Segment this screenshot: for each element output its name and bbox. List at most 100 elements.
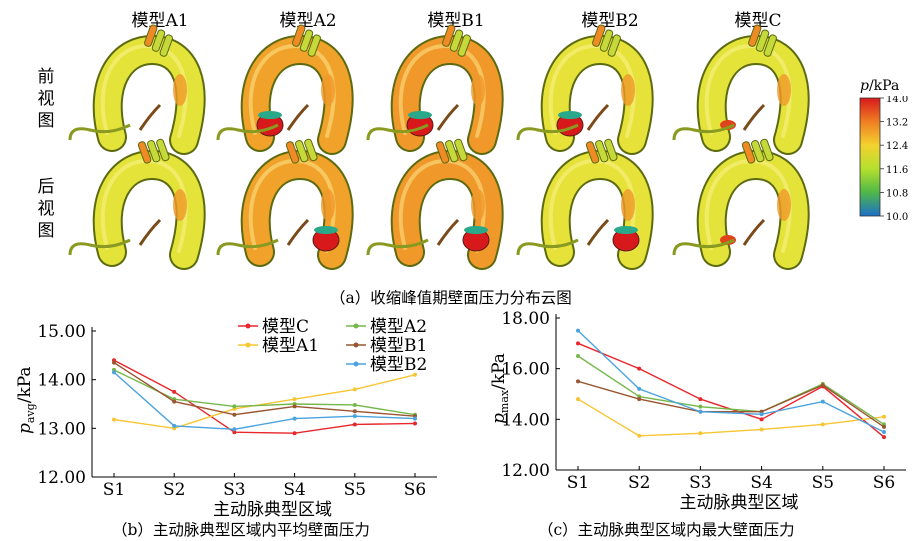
data-point: [759, 412, 764, 417]
aorta-model-front-1: [68, 24, 206, 155]
caption-a: （a）收缩峰值期壁面压力分布云图: [330, 289, 572, 307]
colorbar-tick-label: 11.6: [886, 165, 908, 176]
data-point: [112, 417, 116, 422]
data-point: [112, 360, 116, 365]
legend-item-4: 模型B1: [346, 336, 427, 356]
colorbar-tick-label: 10.8: [886, 188, 908, 199]
data-point: [232, 427, 237, 432]
aorta-model-back-4: [516, 138, 654, 270]
model-label-b2: 模型B2: [581, 11, 639, 31]
series-line-1: [113, 359, 416, 434]
series-line-5: [577, 330, 885, 433]
y-tick-label: 15.00: [37, 322, 86, 342]
colorbar-tick-label: 10.0: [886, 212, 908, 223]
data-point: [172, 423, 177, 428]
aorta-model-front-3: [366, 24, 504, 155]
back-view-label: 后视图: [37, 177, 55, 241]
chart-max-pressure: 12.00 14.00 16.00 18.00 S1 S2 S3 S4 S5 S6 主动脉典型区域 p…: [489, 309, 906, 513]
series-line-3: [577, 355, 885, 425]
x-tick-label: S4: [750, 473, 772, 493]
y-axis-label: pavg/kPa: [15, 366, 37, 434]
y-tick-label: 12.00: [37, 468, 86, 488]
data-point: [352, 414, 357, 419]
data-point: [352, 409, 357, 414]
x-axis-label: 主动脉典型区域: [213, 500, 332, 519]
data-point: [576, 397, 580, 402]
x-tick-label: S5: [812, 473, 834, 493]
x-axis-label: 主动脉典型区域: [680, 493, 799, 513]
data-point: [698, 431, 703, 436]
data-point: [637, 397, 642, 402]
data-point: [637, 433, 642, 438]
data-point: [698, 404, 703, 409]
colorbar: 14.0 13.2 12.4 11.6 10.8 10.0: [859, 96, 908, 223]
y-axis-label: pmax/kPa: [489, 353, 511, 424]
series-line-4: [113, 362, 416, 417]
data-point: [413, 416, 417, 421]
legend-label: 模型A2: [370, 317, 427, 337]
y-tick-label: 13.00: [37, 419, 86, 439]
colorbar-gradient: [859, 97, 881, 217]
x-tick-label: S3: [223, 480, 245, 500]
y-tick-label: 14.00: [501, 410, 550, 430]
legend-item-2: 模型A1: [238, 336, 319, 356]
data-point: [292, 404, 297, 409]
legend-label: 模型B1: [370, 336, 427, 356]
pressure-contour-grid: [68, 24, 810, 270]
model-label-c: 模型C: [734, 11, 782, 31]
y-tick-label: 16.00: [501, 360, 550, 380]
data-point: [352, 422, 357, 427]
aorta-model-back-5: [672, 138, 810, 270]
legend-label: 模型C: [262, 317, 309, 337]
legend-label: 模型A1: [262, 336, 319, 356]
data-point: [759, 427, 764, 432]
aorta-model-back-1: [68, 138, 206, 270]
aorta-model-front-4: [516, 24, 654, 155]
model-label-a2: 模型A2: [279, 11, 337, 31]
data-point: [882, 435, 886, 440]
front-view-label: 前视图: [37, 67, 55, 131]
data-point: [292, 416, 297, 421]
legend-label: 模型B2: [370, 355, 427, 375]
data-point: [882, 414, 886, 419]
data-point: [820, 383, 825, 388]
x-tick-label: S4: [283, 480, 305, 500]
x-tick-label: S1: [567, 473, 589, 493]
data-point: [637, 366, 642, 371]
data-point: [637, 386, 642, 391]
aorta-model-front-5: [672, 24, 810, 155]
data-point: [698, 409, 703, 414]
aorta-model-back-2: [216, 138, 354, 270]
data-point: [172, 389, 177, 394]
colorbar-label: p/kPa: [860, 78, 900, 94]
data-point: [292, 397, 297, 402]
legend-item-5: 模型B2: [346, 355, 427, 375]
data-point: [576, 354, 580, 358]
data-point: [413, 372, 417, 377]
data-point: [820, 399, 825, 404]
legend-item-1: 模型C: [238, 317, 309, 337]
aorta-model-front-2: [216, 24, 354, 155]
data-point: [352, 402, 357, 407]
x-tick-label: S6: [873, 473, 895, 493]
legend-item-3: 模型A2: [346, 317, 427, 337]
data-point: [232, 404, 237, 409]
y-tick-label: 14.00: [37, 371, 86, 391]
data-point: [576, 379, 580, 384]
data-point: [413, 421, 417, 426]
y-tick-label: 18.00: [501, 309, 550, 329]
series-line-2: [113, 374, 416, 430]
data-point: [576, 341, 580, 346]
model-label-a1: 模型A1: [131, 11, 189, 31]
colorbar-tick-label: 12.4: [886, 141, 908, 152]
x-tick-label: S2: [628, 473, 650, 493]
data-point: [232, 430, 237, 435]
data-point: [576, 328, 580, 333]
series-line-2: [577, 398, 885, 437]
x-tick-label: S1: [103, 480, 125, 500]
data-point: [172, 399, 177, 404]
colorbar-tick-label: 13.2: [886, 118, 908, 129]
y-tick-label: 12.00: [501, 461, 550, 481]
model-label-b1: 模型B1: [427, 11, 485, 31]
caption-b: （b）主动脉典型区域内平均壁面压力: [112, 521, 370, 539]
